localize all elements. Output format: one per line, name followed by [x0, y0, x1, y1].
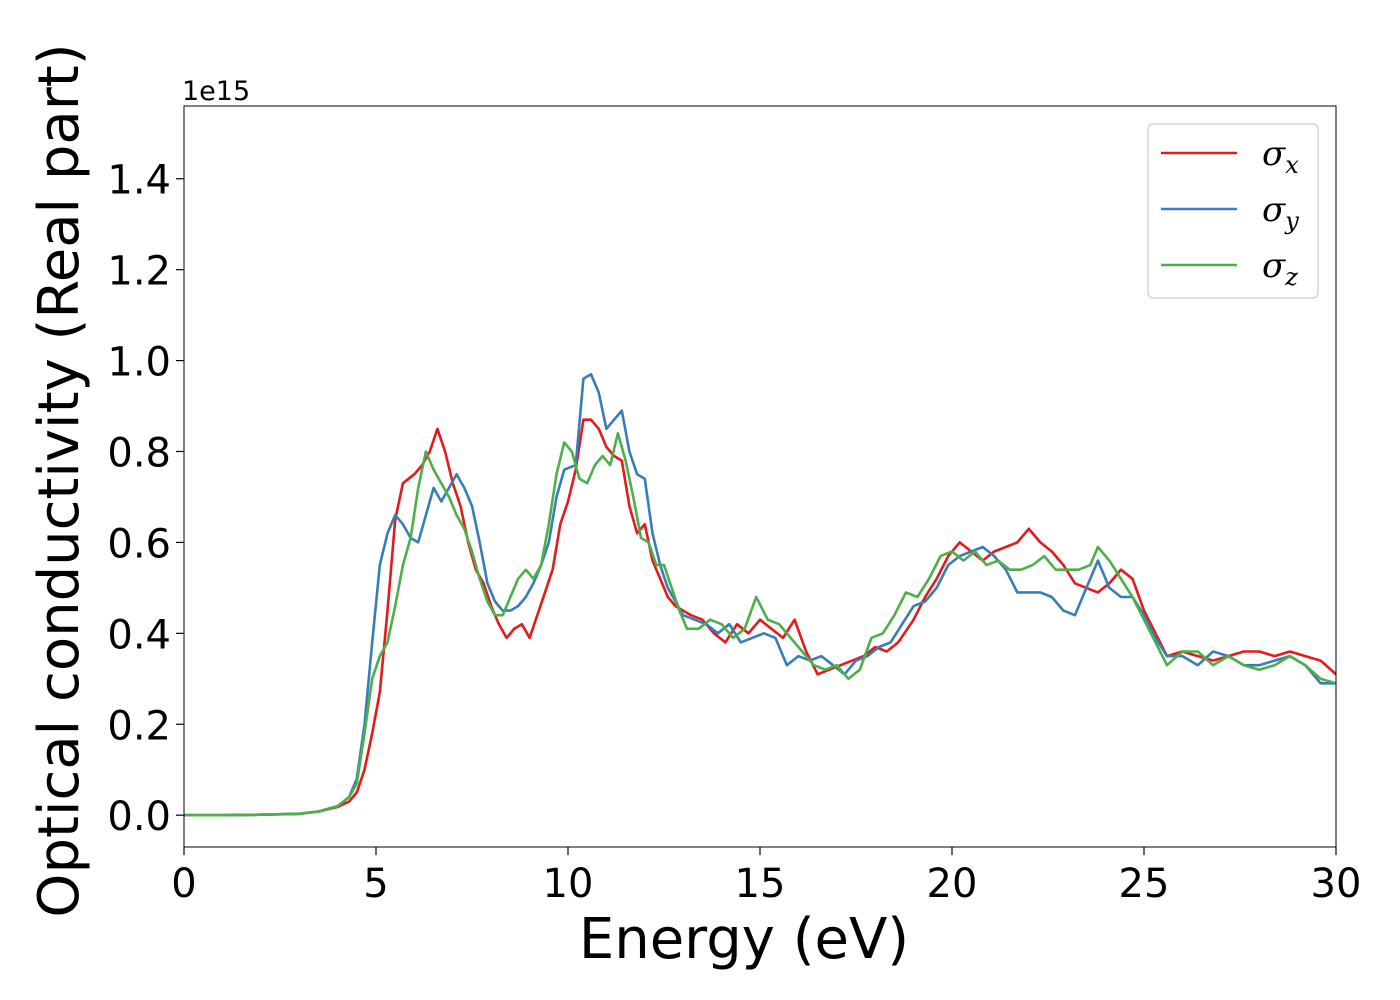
y-tick-label: 0.8 [107, 430, 171, 476]
y-tick-label: 1.2 [107, 249, 171, 295]
legend-box [1147, 123, 1319, 299]
x-tick-label: 20 [927, 861, 978, 907]
series-line-x [184, 418, 1336, 817]
y-axis: 0.0 0.2 0.4 0.6 0.8 1.0 1.2 1.4 [107, 158, 184, 840]
legend-label-z: σz [1262, 246, 1298, 291]
x-tick-label: 5 [363, 861, 388, 907]
x-axis-title: Energy (eV) [579, 907, 909, 972]
y-tick-label: 0.4 [107, 612, 171, 658]
y-tick-label: 0.6 [107, 521, 171, 567]
x-axis: 0 5 10 15 20 25 30 [171, 847, 1361, 907]
series-line-y [184, 372, 1336, 817]
x-tick-label: 0 [171, 861, 196, 907]
legend: σx σy σz [1147, 123, 1319, 299]
x-tick-label: 25 [1119, 861, 1170, 907]
legend-label-x: σx [1262, 134, 1299, 179]
series-group [184, 372, 1336, 817]
y-offset-text: 1e15 [182, 76, 250, 107]
y-tick-label: 1.4 [107, 158, 171, 204]
y-tick-label: 1.0 [107, 340, 171, 386]
series-line-z [184, 432, 1336, 817]
y-axis-title: Optical conductivity (Real part) [27, 43, 92, 917]
x-tick-label: 30 [1311, 861, 1362, 907]
y-tick-label: 0.2 [107, 703, 171, 749]
x-tick-label: 15 [735, 861, 786, 907]
legend-label-y: σy [1262, 190, 1299, 235]
y-tick-label: 0.0 [107, 794, 171, 840]
x-tick-label: 10 [543, 861, 594, 907]
